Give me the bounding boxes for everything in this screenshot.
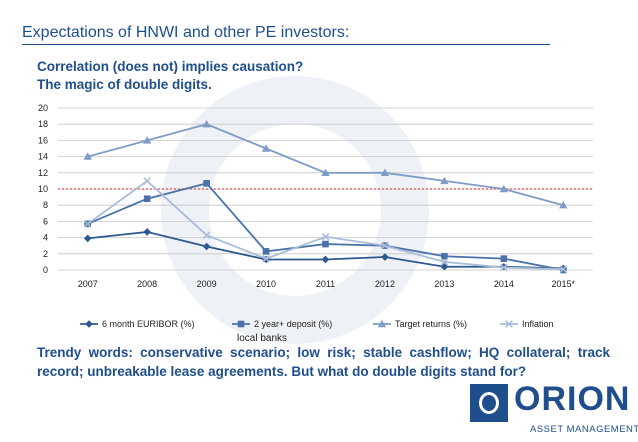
data-point bbox=[143, 177, 151, 185]
data-point bbox=[500, 263, 508, 272]
y-tick-label: 4 bbox=[43, 233, 48, 243]
data-point bbox=[381, 253, 389, 261]
data-point bbox=[83, 219, 92, 228]
data-point bbox=[499, 184, 509, 193]
y-tick-label: 10 bbox=[38, 184, 48, 194]
y-tick-label: 20 bbox=[38, 103, 48, 113]
data-point bbox=[322, 240, 329, 248]
legend-entry: Target returns (%) bbox=[395, 319, 467, 329]
y-tick-label: 2 bbox=[43, 249, 48, 259]
orion-watermark-ring bbox=[161, 76, 429, 344]
legend-marker bbox=[377, 319, 387, 328]
y-tick-label: 12 bbox=[38, 168, 48, 178]
data-point bbox=[559, 265, 568, 274]
data-point bbox=[440, 258, 449, 266]
data-point bbox=[321, 232, 330, 241]
subtitle-line-2: The magic of double digits. bbox=[37, 77, 212, 92]
series-line-3 bbox=[87, 123, 564, 207]
data-point bbox=[262, 248, 270, 255]
data-point bbox=[202, 231, 211, 240]
data-point bbox=[142, 136, 152, 144]
data-point bbox=[83, 234, 92, 243]
x-tick-label: 2012 bbox=[375, 279, 395, 289]
legend-marker bbox=[505, 320, 513, 328]
x-tick-label: 2008 bbox=[137, 279, 157, 289]
data-point bbox=[83, 152, 92, 160]
x-tick-label: 2010 bbox=[256, 279, 276, 289]
data-point bbox=[500, 255, 508, 262]
x-tick-label: 2011 bbox=[316, 279, 335, 289]
data-point bbox=[381, 241, 389, 250]
logo-tagline: ASSET MANAGEMENT bbox=[530, 424, 638, 435]
x-tick-label: 2015* bbox=[552, 279, 576, 289]
slide-title: Expectations of HNWI and other PE invest… bbox=[22, 24, 350, 41]
x-tick-label: 2007 bbox=[78, 279, 98, 289]
data-point bbox=[559, 201, 568, 209]
title-underline bbox=[22, 44, 550, 45]
legend-marker bbox=[237, 320, 245, 328]
y-tick-label: 6 bbox=[43, 216, 48, 226]
legend-entry: 6 month EURIBOR (%) bbox=[102, 319, 195, 329]
legend-marker bbox=[85, 320, 93, 328]
data-point bbox=[143, 228, 151, 236]
y-tick-label: 14 bbox=[38, 152, 48, 162]
orion-logo-mark bbox=[470, 384, 508, 422]
y-tick-label: 8 bbox=[43, 200, 48, 210]
data-point bbox=[380, 168, 390, 176]
x-tick-label: 2014 bbox=[494, 279, 514, 289]
y-tick-label: 18 bbox=[38, 119, 48, 129]
data-point bbox=[321, 255, 330, 264]
x-tick-label: 2013 bbox=[434, 279, 454, 289]
data-point bbox=[203, 180, 210, 187]
data-point bbox=[202, 120, 211, 128]
data-point bbox=[441, 252, 448, 260]
data-point bbox=[440, 176, 449, 185]
legend-entry: 2 year+ deposit (%) bbox=[254, 319, 332, 329]
body-text: Trendy words: conservative scenario; low… bbox=[37, 345, 610, 379]
logo-wordmark: ORION bbox=[514, 380, 631, 418]
y-tick-label: 16 bbox=[38, 135, 48, 145]
data-point bbox=[321, 168, 330, 176]
y-tick-label: 0 bbox=[43, 265, 48, 275]
legend-caption: local banks bbox=[237, 333, 288, 344]
legend-entry: Inflation bbox=[522, 319, 554, 329]
data-point bbox=[202, 242, 211, 251]
data-point bbox=[262, 254, 270, 263]
x-tick-label: 2009 bbox=[197, 279, 217, 289]
data-point bbox=[261, 144, 271, 152]
subtitle-line-1: Correlation (does not) implies causation… bbox=[37, 59, 304, 74]
orion-logo: ORION ASSET MANAGEMENT bbox=[470, 380, 638, 436]
data-point bbox=[143, 195, 151, 203]
data-point bbox=[440, 262, 449, 271]
